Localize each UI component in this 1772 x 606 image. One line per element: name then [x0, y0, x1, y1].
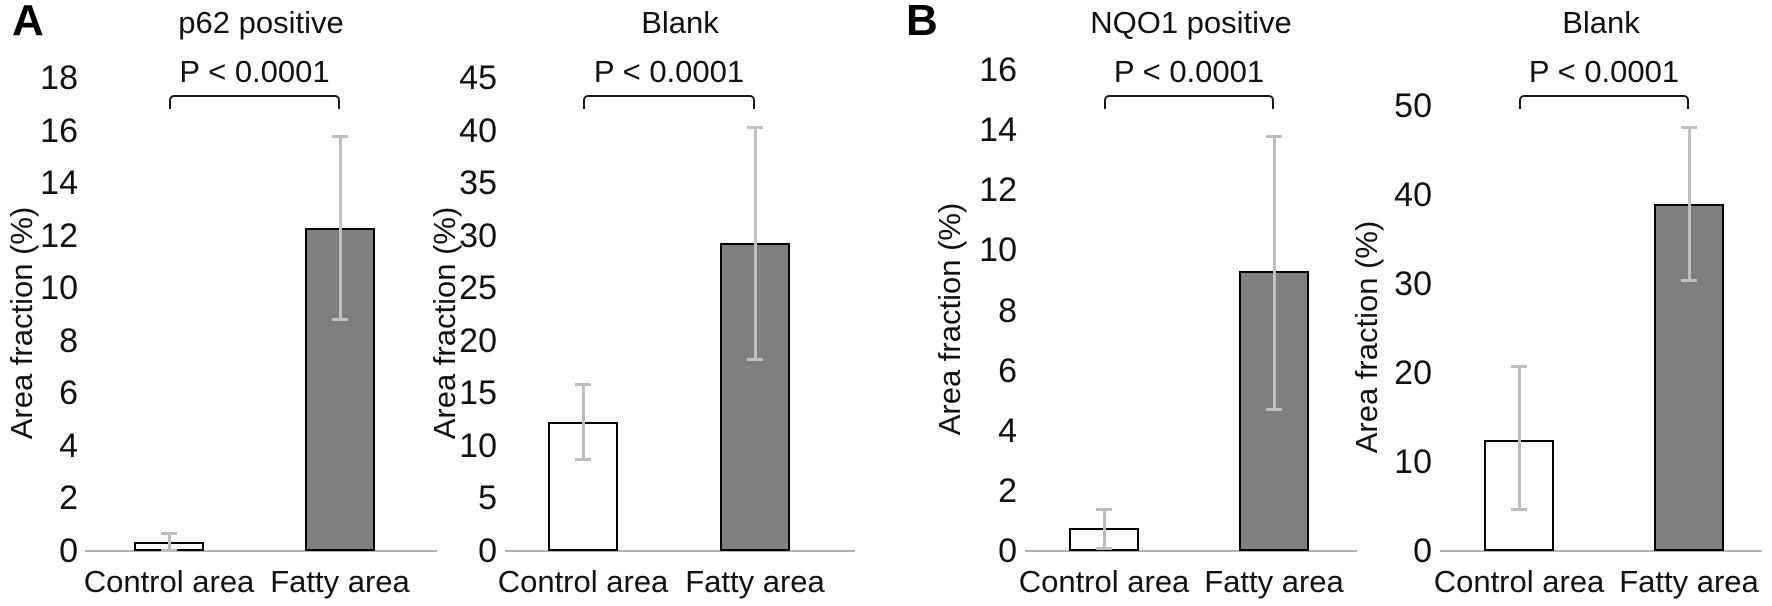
x-axis-line — [85, 550, 437, 552]
error-bar-cap-top — [747, 126, 763, 130]
y-tick-label: 30 — [459, 216, 497, 255]
error-bar-cap-top — [575, 382, 591, 386]
error-bar-cap-bottom — [1511, 508, 1527, 512]
y-tick-label: 10 — [979, 231, 1017, 270]
x-category-label: Fatty area — [1204, 564, 1344, 599]
y-tick-label: 12 — [40, 216, 78, 255]
error-bar-cap-top — [1096, 507, 1112, 511]
error-bar-line — [753, 127, 757, 360]
x-category-label: Fatty area — [270, 564, 410, 599]
error-bar-line — [1687, 127, 1691, 282]
y-tick-label: 20 — [459, 321, 497, 360]
x-axis-line — [505, 550, 855, 552]
error-bar-line — [1272, 136, 1276, 410]
error-bar-cap-top — [161, 531, 177, 535]
y-tick-label: 2 — [998, 471, 1017, 510]
chart-title: Blank — [641, 5, 719, 40]
error-bar-cap-bottom — [1266, 407, 1282, 411]
error-bar-line — [1102, 508, 1106, 550]
significance-bracket — [169, 95, 340, 109]
y-tick-label: 6 — [998, 351, 1017, 390]
y-tick-label: 14 — [40, 164, 78, 203]
error-bar-cap-bottom — [161, 549, 177, 552]
x-category-label: Control area — [83, 564, 255, 599]
y-tick-label: 16 — [40, 111, 78, 150]
significance-label: P < 0.0001 — [593, 54, 745, 89]
error-bar-cap-bottom — [747, 357, 763, 361]
x-category-label: Control area — [1433, 564, 1605, 599]
chart-title: Blank — [1562, 5, 1640, 40]
error-bar-cap-bottom — [1681, 279, 1697, 283]
chart-title: p62 positive — [178, 5, 344, 40]
error-bar-cap-top — [1681, 126, 1697, 130]
significance-label: P < 0.0001 — [1113, 54, 1265, 89]
y-tick-label: 12 — [979, 171, 1017, 210]
y-tick-label: 4 — [998, 411, 1017, 450]
error-bar-line — [581, 383, 585, 460]
error-bar-cap-top — [1511, 364, 1527, 368]
error-bar-cap-bottom — [575, 457, 591, 461]
x-category-label: Fatty area — [1619, 564, 1759, 599]
y-tick-label: 6 — [59, 374, 78, 413]
error-bar-cap-top — [1266, 135, 1282, 139]
error-bar-cap-bottom — [332, 317, 348, 321]
y-tick-label: 35 — [459, 164, 497, 203]
x-axis-line — [1440, 550, 1762, 552]
y-axis-label: Area fraction (%) — [1349, 220, 1384, 453]
y-tick-label: 10 — [1394, 443, 1432, 481]
y-tick-label: 4 — [59, 426, 78, 465]
x-axis-line — [1025, 550, 1357, 552]
error-bar-cap-bottom — [1096, 547, 1112, 551]
error-bar-line — [338, 135, 342, 320]
y-tick-label: 5 — [478, 479, 497, 518]
y-tick-label: 40 — [1394, 176, 1432, 214]
y-tick-label: 8 — [59, 321, 78, 360]
error-bar-line — [167, 532, 171, 551]
y-tick-label: 40 — [459, 111, 497, 150]
chart-title: NQO1 positive — [1090, 5, 1292, 40]
panel-label-a: A — [12, 0, 44, 45]
y-tick-label: 0 — [998, 532, 1017, 570]
panel-label-b: B — [906, 0, 938, 45]
y-tick-label: 16 — [979, 51, 1017, 89]
y-tick-label: 50 — [1394, 87, 1432, 125]
y-tick-label: 45 — [459, 59, 497, 97]
x-category-label: Control area — [497, 564, 669, 599]
significance-bracket — [1104, 95, 1274, 109]
y-tick-label: 20 — [1394, 354, 1432, 392]
y-tick-label: 15 — [459, 374, 497, 413]
x-category-label: Fatty area — [685, 564, 825, 599]
significance-label: P < 0.0001 — [179, 54, 330, 89]
significance-bracket — [583, 95, 755, 109]
significance-label: P < 0.0001 — [1528, 54, 1680, 89]
y-tick-label: 10 — [40, 269, 78, 308]
y-tick-label: 0 — [1413, 532, 1432, 570]
y-tick-label: 18 — [40, 59, 78, 97]
x-category-label: Control area — [1018, 564, 1190, 599]
error-bar-cap-top — [332, 134, 348, 138]
y-tick-label: 0 — [478, 532, 497, 570]
y-tick-label: 14 — [979, 111, 1017, 150]
y-tick-label: 8 — [998, 291, 1017, 330]
y-tick-label: 0 — [59, 532, 78, 570]
y-tick-label: 30 — [1394, 265, 1432, 303]
y-tick-label: 2 — [59, 479, 78, 518]
y-tick-label: 25 — [459, 269, 497, 308]
error-bar-line — [1517, 365, 1521, 511]
y-tick-label: 10 — [459, 426, 497, 465]
significance-bracket — [1519, 95, 1689, 109]
